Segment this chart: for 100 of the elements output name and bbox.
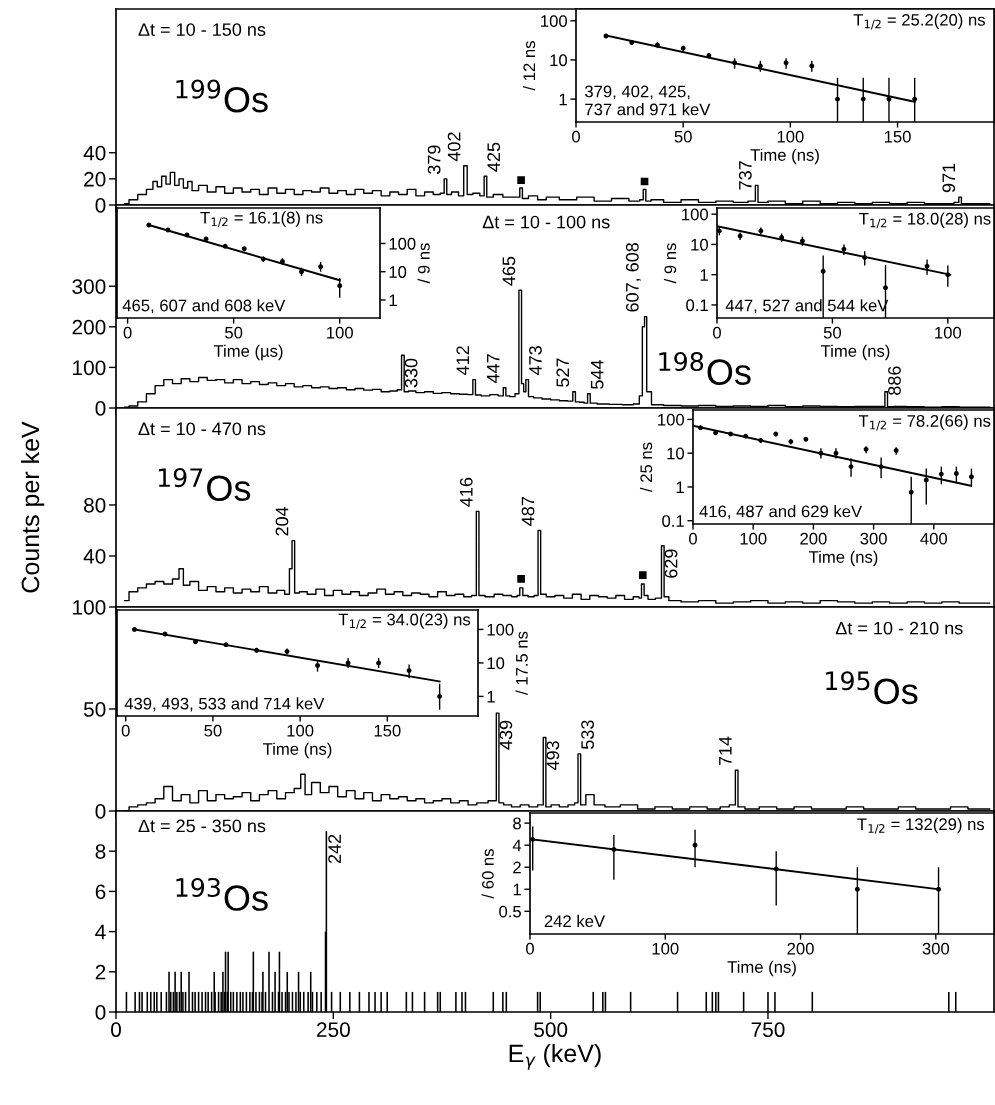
annotation: T$_{1/2}$ = 34.0(23) ns: [338, 613, 471, 630]
annotation: 439: [499, 720, 513, 750]
y-tick-label: 4: [95, 924, 106, 940]
y-axis-title: / 9 ns: [417, 243, 430, 284]
x-tick-label: 0: [121, 724, 130, 737]
y-tick-label: 40: [83, 145, 106, 161]
y-tick-label: 100: [658, 413, 685, 426]
y-tick-label: 1: [700, 269, 708, 281]
y-axis-title: / 17.5 ns: [515, 631, 528, 695]
y-tick-label: 0.1: [686, 299, 708, 312]
y-tick-label: 100: [487, 623, 514, 636]
y-tick-label: 300: [72, 279, 106, 294]
x-axis-title: E$_{γ}$ (keV): [509, 1043, 601, 1070]
y-tick-label: 2: [513, 861, 521, 874]
x-axis-title: Time (µs): [213, 344, 283, 361]
annotation: 330: [404, 358, 418, 388]
y-tick-label: 10: [667, 447, 685, 460]
annotation: 242 keV: [544, 914, 605, 928]
x-tick-label: 50: [204, 724, 222, 737]
annotation: 629: [664, 549, 678, 578]
annotation: Δt = 10 - 150 ns: [138, 23, 266, 36]
y-tick-label: 6: [95, 884, 106, 900]
x-tick-label: 100: [777, 130, 804, 143]
x-axis-title: Time (ns): [750, 148, 819, 165]
y-tick-label: 2: [95, 964, 106, 980]
y-tick-label: 10: [487, 657, 505, 670]
x-tick-label: 100: [935, 326, 962, 339]
annotation: 416, 487 and 629 keV: [699, 505, 863, 520]
y-tick-label: 1: [513, 883, 521, 896]
x-tick-label: 100: [287, 724, 314, 737]
annotation: $^{193}$Os: [176, 877, 268, 911]
x-tick-label: 0: [123, 326, 132, 339]
x-tick-label: 50: [225, 326, 243, 339]
annotation: 242: [328, 834, 341, 864]
annotation: 487: [521, 497, 535, 526]
annotation: 607, 608: [625, 242, 641, 312]
annotation: 544: [590, 360, 604, 389]
x-tick-label: 250: [317, 1022, 350, 1038]
x-tick-label: 0: [572, 130, 580, 143]
annotation: 493: [546, 741, 560, 771]
x-tick-label: 200: [800, 532, 827, 545]
annotation: 379: [427, 145, 441, 175]
annotation: 439, 493, 533 and 714 keV: [124, 697, 325, 712]
annotation: T$_{1/2}$ = 78.2(66) ns: [858, 414, 991, 431]
annotation: 204: [275, 506, 289, 536]
y-tick-label: 80: [84, 497, 106, 513]
y-axis-title: / 12 ns: [522, 41, 536, 91]
y-tick-label: 100: [682, 208, 709, 221]
annotation: T$_{1/2}$ = 132(29) ns: [857, 817, 985, 834]
x-tick-label: 400: [920, 532, 948, 545]
x-tick-label: 150: [884, 130, 911, 143]
y-tick-label: 0.1: [662, 515, 684, 527]
x-tick-label: 150: [374, 724, 401, 737]
annotation: 473: [529, 346, 542, 375]
annotation: Δt = 10 - 470 ns: [138, 422, 266, 436]
y-tick-label: 10: [550, 54, 568, 67]
y-tick-label: 40: [83, 548, 106, 564]
x-tick-label: 0: [526, 942, 534, 955]
annotation: 402: [447, 132, 461, 162]
annotation: 447: [487, 354, 500, 384]
x-tick-label: 200: [787, 942, 814, 955]
annotation: $^{198}$Os: [659, 352, 751, 385]
x-axis-title: Time (ns): [263, 742, 332, 759]
x-tick-label: 0: [111, 1022, 121, 1038]
y-axis-title: Counts per keV: [20, 421, 45, 593]
annotation: Δt = 10 - 210 ns: [835, 621, 963, 635]
y-tick-label: 4: [512, 839, 522, 852]
annotation: 465: [502, 256, 516, 286]
annotation: Δt = 10 - 100 ns: [482, 215, 610, 229]
annotation: 412: [456, 346, 470, 375]
y-tick-label: 100: [389, 237, 416, 250]
annotation: T$_{1/2}$ = 18.0(28) ns: [859, 212, 991, 229]
y-tick-label: 100: [73, 600, 106, 615]
x-tick-label: 500: [534, 1022, 568, 1038]
x-tick-label: 300: [860, 532, 887, 545]
y-tick-label: 50: [83, 702, 106, 717]
y-tick-label: 100: [73, 360, 106, 376]
annotation: 886: [888, 366, 901, 395]
annotation: 527: [556, 358, 570, 387]
y-tick-label: 10: [691, 238, 709, 251]
y-tick-label: 10: [389, 266, 407, 278]
y-tick-label: 1: [487, 690, 495, 703]
y-tick-label: 0: [95, 804, 106, 819]
annotation: Δt = 25 - 350 ns: [138, 819, 266, 833]
annotation: 533: [581, 720, 594, 749]
annotation: T$_{1/2}$ = 25.2(20) ns: [853, 13, 985, 30]
annotation: T$_{1/2}$ = 16.1(8) ns: [200, 211, 323, 228]
x-axis-title: Time (ns): [727, 960, 796, 977]
annotation: $^{199}$Os: [176, 79, 268, 113]
annotation: 714: [719, 736, 732, 766]
y-tick-label: 1: [389, 294, 397, 307]
annotation: 379, 402, 425, 737 and 971 keV: [585, 85, 711, 116]
x-tick-label: 100: [327, 326, 353, 339]
x-tick-label: 300: [922, 942, 950, 955]
annotation: 425: [487, 142, 501, 172]
x-tick-label: 50: [823, 326, 842, 339]
y-tick-label: 1: [676, 481, 684, 493]
annotation: $^{195}$Os: [826, 671, 918, 705]
annotation: 737: [738, 161, 752, 190]
annotation: 971: [942, 163, 956, 193]
